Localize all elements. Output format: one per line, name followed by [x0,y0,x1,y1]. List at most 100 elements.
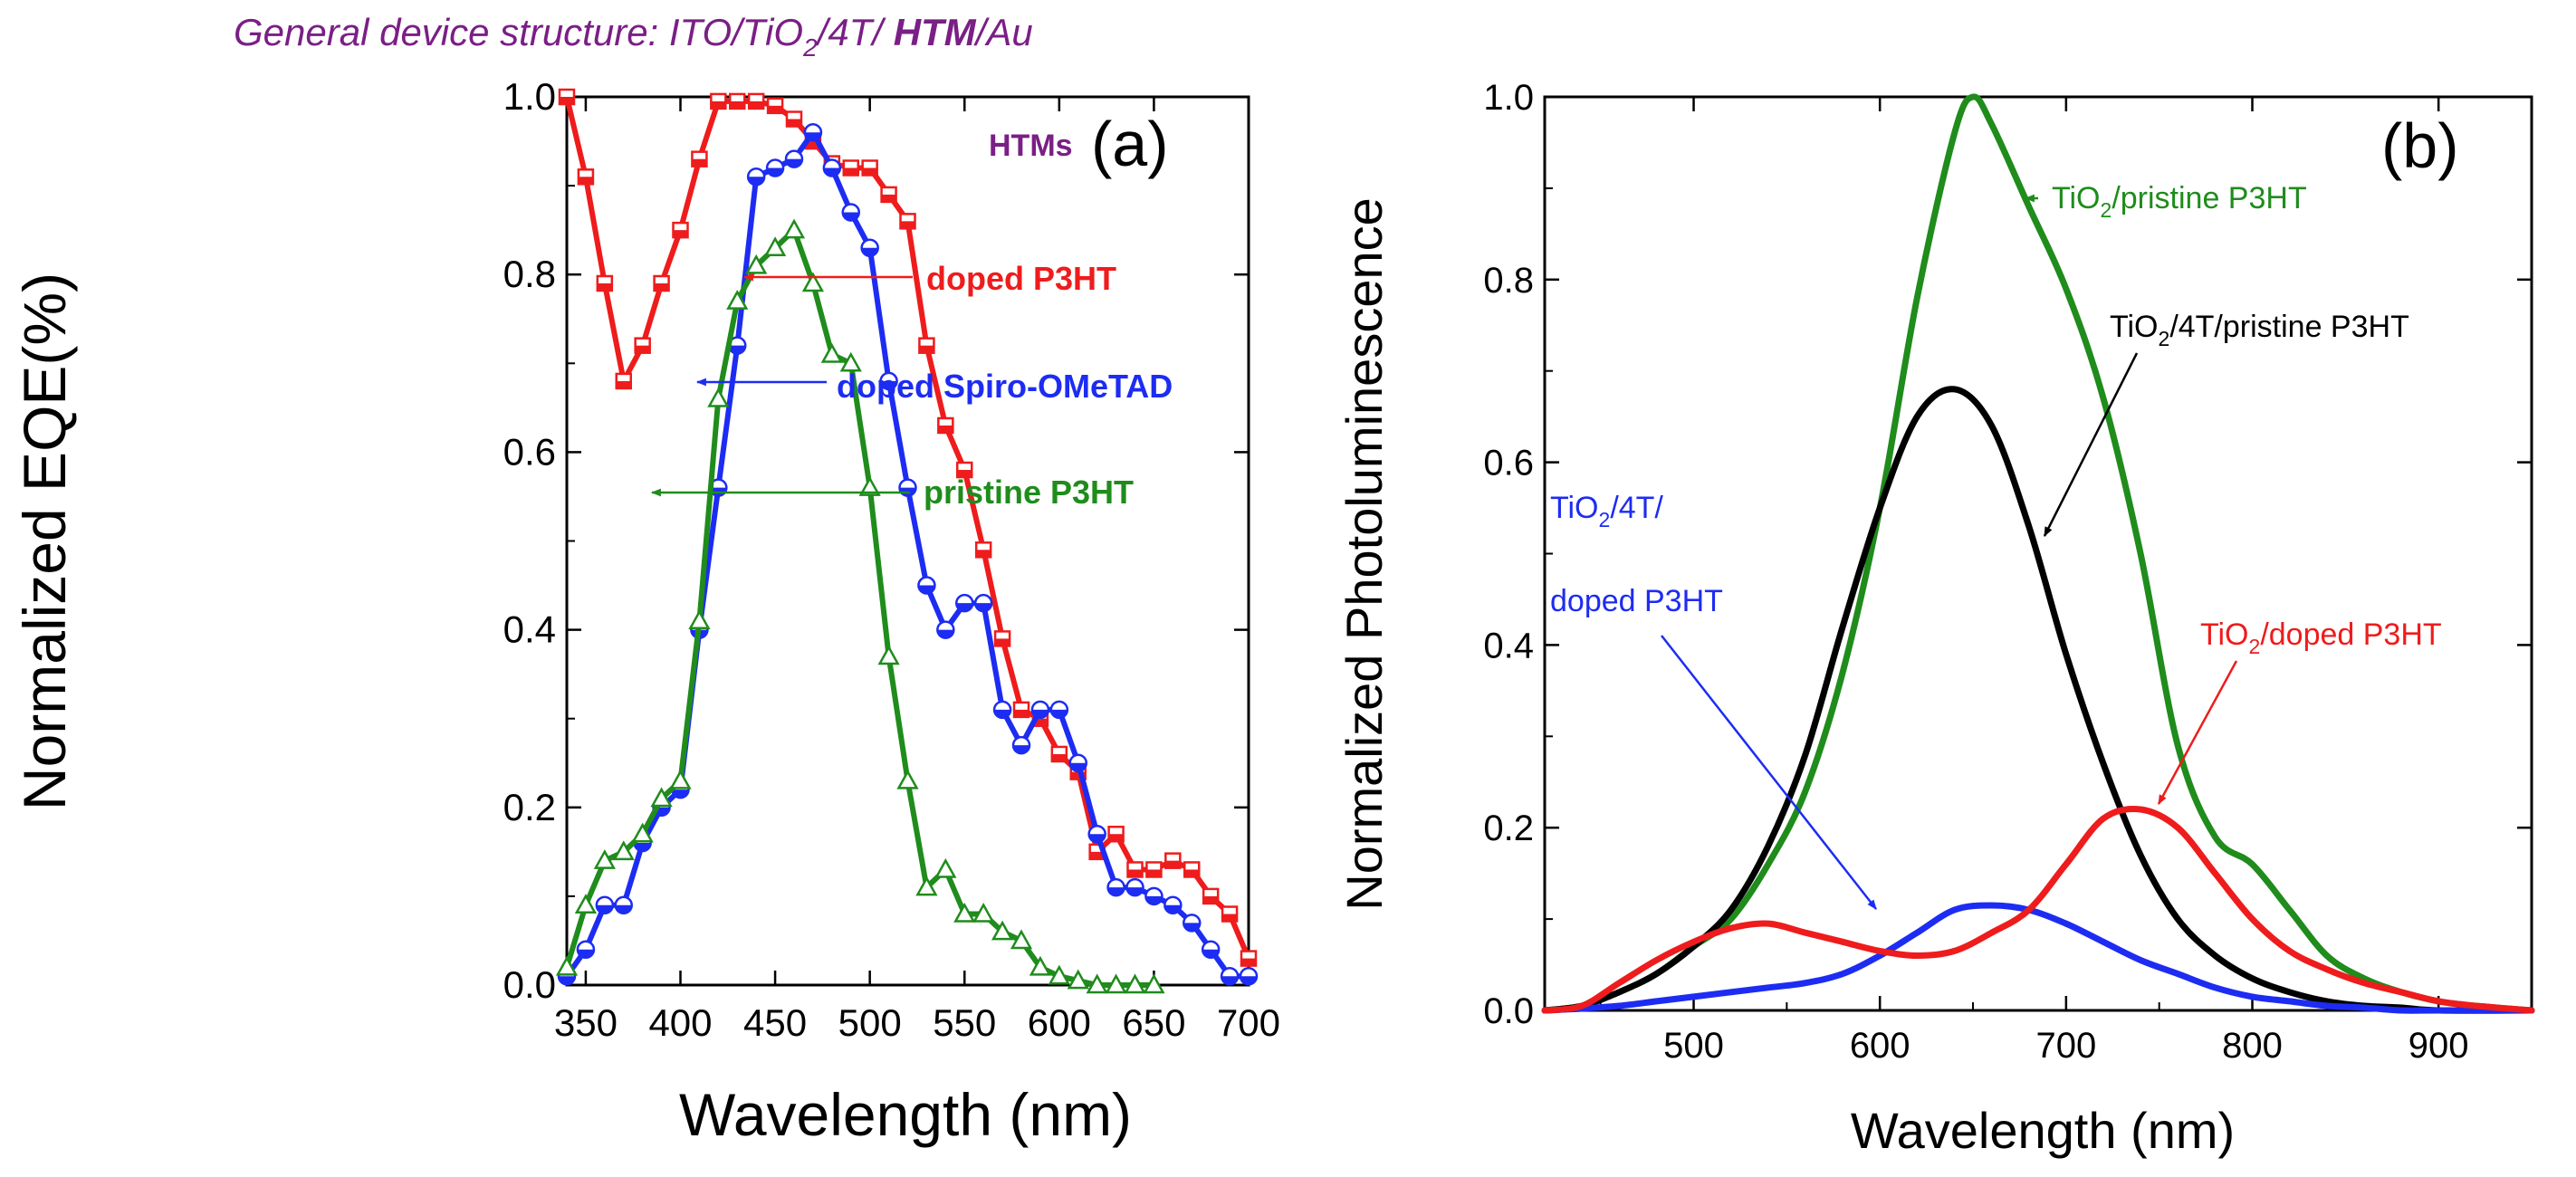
data-point [574,894,598,914]
data-point [839,351,862,372]
data-point-fill [1014,709,1029,717]
x-tick-label: 350 [554,1001,618,1044]
y-tick-label: 0.0 [503,963,556,1006]
data-point-fill [729,345,746,354]
y-tick-label: 0.6 [1483,444,1534,483]
data-point-fill [994,709,1011,718]
panel-a-label: (a) [1091,109,1169,179]
data-point-fill [1184,869,1200,877]
data-point-fill [786,158,802,167]
data-point-fill [1240,976,1257,985]
data-point-fill [1013,745,1029,754]
data-point-fill [654,283,669,292]
data-point [896,769,919,789]
data-point-fill [880,380,897,389]
data-point-fill [1146,869,1162,877]
data-point-fill [672,789,689,799]
series-line-pristine-p3ht [564,227,1154,988]
data-point [1067,969,1089,990]
data-point-fill [919,345,934,353]
y-tick-label: 0.2 [503,786,556,828]
y-tick-label: 0.6 [503,430,556,473]
data-point-fill [1164,904,1182,914]
x-tick-label: 700 [2035,1026,2096,1066]
data-point-fill [1165,860,1181,868]
arrow-tio2-4t-doped [1661,635,1877,910]
data-point-fill [730,100,745,109]
series-doped-spiro-ometad [557,122,1259,986]
data-point [669,769,692,789]
data-point [707,387,730,407]
label-pristine-p3ht: pristine P3HT [924,474,1134,511]
label-tio2-pristine: TiO2/pristine P3HT [2052,181,2307,222]
y-tick-label: 0.8 [1483,261,1534,301]
x-tick-label: 400 [648,1001,712,1044]
label-tio2-doped: TiO2/doped P3HT [2200,617,2442,658]
data-point-fill [900,221,915,229]
data-point-fill [711,100,726,109]
data-point-fill [787,119,801,127]
data-point-fill [1127,869,1143,877]
panel-a-xlabel: Wavelength (nm) [679,1081,1132,1148]
data-point-fill [616,380,631,388]
data-point-fill [1032,718,1048,726]
label-tio2-4t-pristine: TiO2/4T/pristine P3HT [2110,310,2409,350]
data-point [631,822,654,843]
data-point [745,254,768,274]
data-point-fill [597,283,612,292]
data-point-fill [560,97,574,104]
data-point-fill [1108,834,1124,842]
y-tick-label: 0.2 [1483,809,1534,848]
y-tick-label: 1.0 [1483,78,1534,118]
data-point-fill [842,212,859,221]
series-tio2-4t-doped-p3ht [1541,902,2535,1014]
x-tick-label: 800 [2222,1026,2283,1066]
panel-b-label: (b) [2381,110,2459,181]
x-tick-label: 500 [1663,1026,1724,1066]
data-point [953,902,976,923]
data-point-fill [1145,895,1163,904]
data-point [915,876,938,896]
data-point-fill [692,158,707,167]
data-point [1048,964,1070,985]
data-point [612,840,635,861]
data-point-fill [881,194,896,202]
data-point-fill [1089,851,1105,859]
panel-a-series [555,88,1259,994]
y-tick-label: 0.8 [503,253,556,295]
data-point-fill [768,105,783,113]
data-point-fill [918,585,935,594]
data-point [726,290,749,310]
panel-a-legend-title: HTMs [989,129,1073,163]
data-point-fill [804,132,821,141]
panel-b-ylabel: Normalized Photoluminescence [1336,197,1393,911]
x-tick-label: 450 [743,1001,807,1044]
panel-a: 350 400 450 500 550 600 650 700 0.0 0.2 0.4 0.6 0.8 1… [11,75,1280,1148]
label-tio2-4t-doped-line2: doped P3HT [1550,584,1723,618]
data-point [782,218,806,239]
data-point [972,902,995,923]
data-point-fill [615,904,632,914]
data-point-fill [1031,709,1049,718]
data-point [1010,929,1033,950]
data-point-fill [748,177,765,186]
data-point-fill [1221,976,1239,985]
data-point-fill [1222,914,1238,922]
data-point [650,787,673,808]
data-point-fill [995,638,1010,646]
x-tick-label: 650 [1122,1001,1185,1044]
y-tick-label: 0.4 [1483,626,1534,665]
panel-a-tick-labels: 350 400 450 500 550 600 650 700 0.0 0.2 0.4 0.6 0.8 1… [503,75,1280,1044]
series-tio2-pristine-p3ht [1541,93,2535,1014]
figure-header: General device structure: ITO/TiO2/4T/ H… [234,11,1033,62]
label-tio2-4t-doped-line1: TiO2/4T/ [1550,491,1663,531]
data-point-fill [976,550,991,558]
data-point-fill [1070,771,1086,780]
data-point-fill [596,904,613,914]
data-point [1143,973,1165,994]
series-tio2-4t-pristine-p3ht [1541,386,2535,1014]
series-doped-p3ht [558,88,1258,967]
data-point [801,272,825,292]
data-point-fill [1050,709,1068,718]
